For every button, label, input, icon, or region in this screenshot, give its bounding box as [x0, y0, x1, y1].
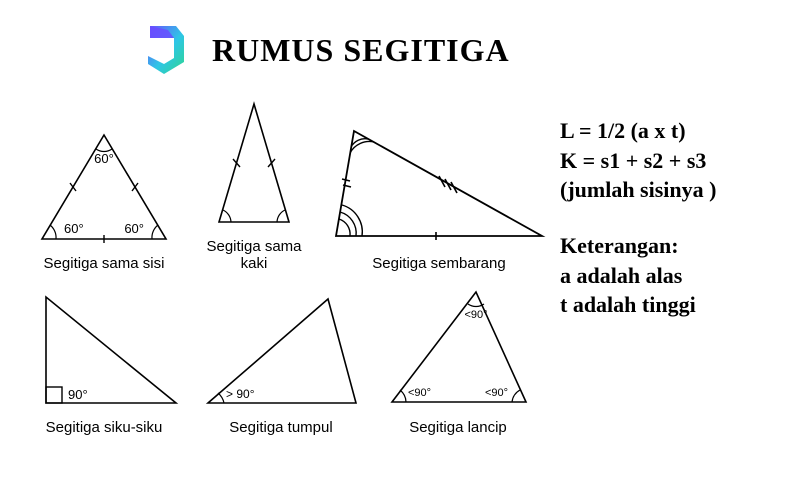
acute-bl: <90°	[408, 387, 431, 399]
formula-panel: L = 1/2 (a x t) K = s1 + s2 + s3 (jumlah…	[554, 94, 782, 436]
triangle-scalene: Segitiga sembarang	[324, 111, 554, 272]
triangle-right: 90° Segitiga siku-siku	[24, 285, 184, 436]
scalene-svg	[324, 111, 554, 251]
page-title: RUMUS SEGITIGA	[212, 32, 510, 69]
angle-top: 60°	[94, 151, 114, 166]
logo-icon	[130, 18, 194, 82]
isosceles-label: Segitiga sama kaki	[196, 238, 312, 272]
right-label: Segitiga siku-siku	[46, 419, 163, 436]
obtuse-angle-label: > 90°	[226, 387, 255, 401]
acute-top: <90°	[464, 309, 487, 321]
main: 60° 60° 60° Segitiga sama sisi Segitig	[0, 82, 806, 436]
legend-t: t adalah tinggi	[560, 290, 782, 320]
triangle-grid: 60° 60° 60° Segitiga sama sisi Segitig	[24, 94, 554, 436]
isosceles-svg	[199, 94, 309, 234]
legend-a: a adalah alas	[560, 261, 782, 291]
formula-perimeter-note: (jumlah sisinya )	[560, 175, 782, 205]
triangle-obtuse: > 90° Segitiga tumpul	[196, 285, 366, 436]
scalene-label: Segitiga sembarang	[372, 255, 505, 272]
triangle-isosceles: Segitiga sama kaki	[196, 94, 312, 272]
right-svg: 90°	[24, 285, 184, 415]
triangle-row-1: 60° 60° 60° Segitiga sama sisi Segitig	[24, 94, 554, 272]
obtuse-label: Segitiga tumpul	[229, 419, 332, 436]
acute-br: <90°	[485, 387, 508, 399]
legend-title: Keterangan:	[560, 231, 782, 261]
angle-br: 60°	[124, 221, 144, 236]
acute-label: Segitiga lancip	[409, 419, 507, 436]
right-angle-label: 90°	[68, 387, 88, 402]
triangle-row-2: 90° Segitiga siku-siku > 90° Segitiga tu…	[24, 280, 554, 436]
angle-bl: 60°	[64, 221, 84, 236]
acute-svg: <90° <90° <90°	[378, 280, 538, 415]
equilateral-label: Segitiga sama sisi	[44, 255, 165, 272]
formula-perimeter: K = s1 + s2 + s3	[560, 146, 782, 176]
triangle-acute: <90° <90° <90° Segitiga lancip	[378, 280, 538, 436]
obtuse-svg: > 90°	[196, 285, 366, 415]
triangle-equilateral: 60° 60° 60° Segitiga sama sisi	[24, 121, 184, 272]
equilateral-svg: 60° 60° 60°	[24, 121, 184, 251]
formula-area: L = 1/2 (a x t)	[560, 116, 782, 146]
header: RUMUS SEGITIGA	[0, 0, 806, 82]
